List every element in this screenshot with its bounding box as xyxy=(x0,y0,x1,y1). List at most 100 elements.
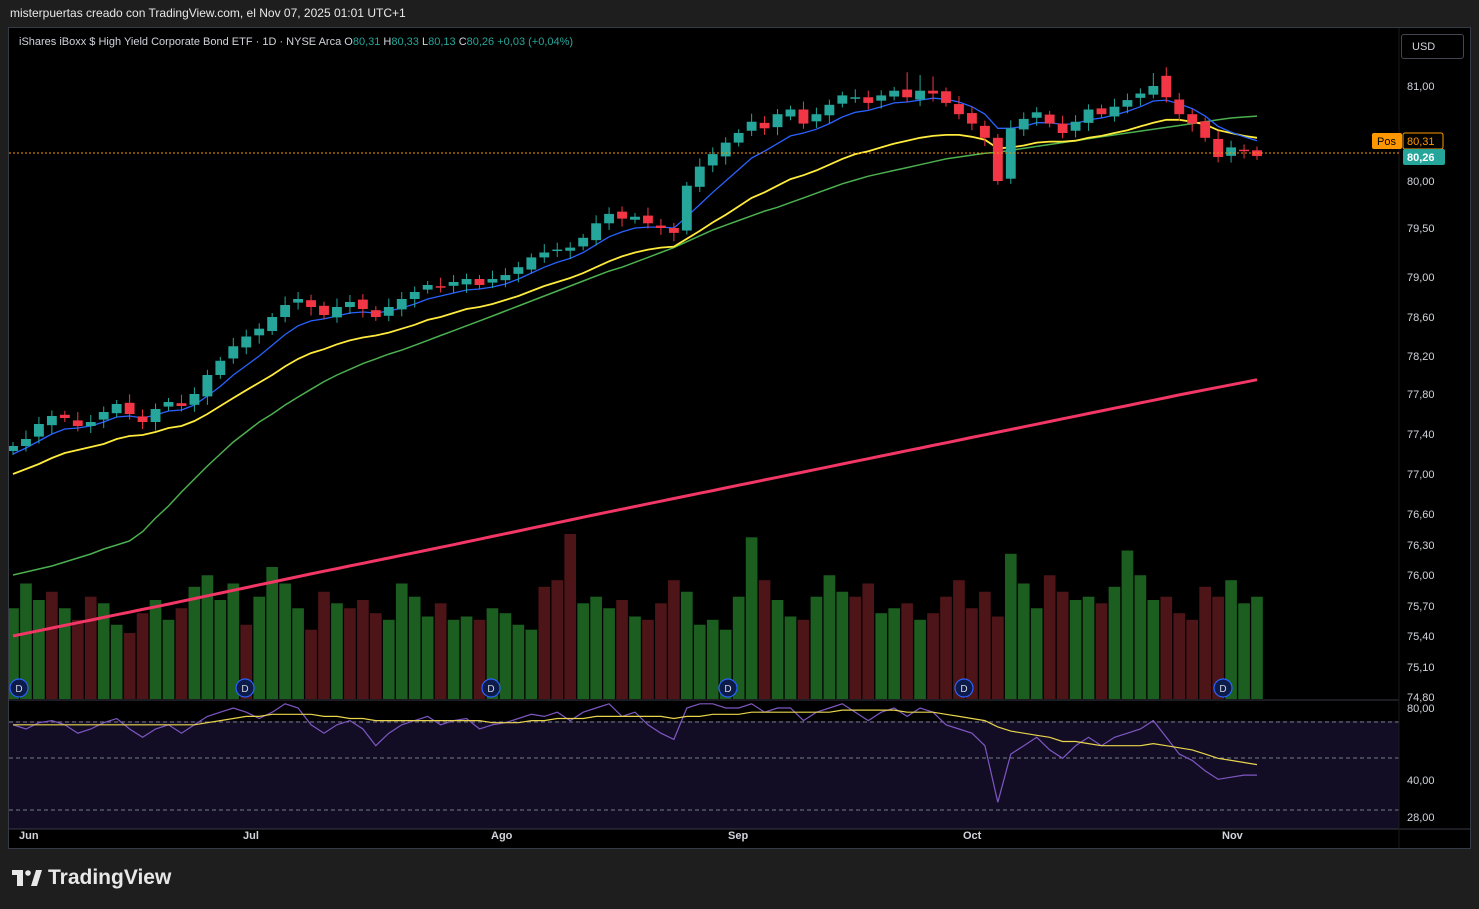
candle-body xyxy=(1226,147,1237,156)
volume-bar xyxy=(836,591,849,699)
volume-bar xyxy=(110,624,123,699)
candle-body xyxy=(785,109,796,117)
candle-body xyxy=(409,292,420,299)
volume-bar xyxy=(1004,553,1017,699)
volume-bar xyxy=(771,600,784,699)
volume-bar xyxy=(784,616,797,699)
candle-body xyxy=(33,424,44,437)
candle-body xyxy=(319,305,329,315)
volume-bar xyxy=(823,575,836,699)
candle-body xyxy=(306,300,316,307)
candle-body xyxy=(267,317,278,332)
currency-button[interactable]: USD xyxy=(1401,34,1464,59)
volume-bar xyxy=(693,624,706,699)
chart-panel[interactable]: D D D D D D 81,00 80,00 79,50 79,00 78,60 78,20 77,… xyxy=(8,27,1471,849)
time-tick-label: Oct xyxy=(963,830,982,842)
volume-bar xyxy=(421,616,434,699)
candle-body xyxy=(357,299,368,309)
candle-body xyxy=(863,97,874,103)
candle-body xyxy=(474,279,485,285)
price-tick-label: 80,00 xyxy=(1407,176,1435,188)
candle-body xyxy=(1200,121,1211,138)
candle-body xyxy=(552,249,563,252)
symbol-title: iShares iBoxx $ High Yield Corporate Bon… xyxy=(19,36,342,48)
rsi-tick-label: 40,00 xyxy=(1407,775,1435,787)
time-tick-label: Nov xyxy=(1222,830,1244,842)
volume-bar xyxy=(512,624,525,699)
candle-body xyxy=(1161,75,1172,98)
candle-body xyxy=(215,360,226,375)
volume-bar xyxy=(1082,596,1095,699)
volume-bars xyxy=(9,534,1263,699)
candle-body xyxy=(565,247,576,251)
candle-body xyxy=(979,125,990,138)
candle-body xyxy=(1057,123,1068,133)
volume-bar xyxy=(1030,608,1043,699)
candle-body xyxy=(1031,112,1042,118)
volume-bar xyxy=(20,583,32,699)
volume-bar xyxy=(538,586,551,699)
candle-body xyxy=(370,310,381,317)
volume-bar xyxy=(1186,619,1199,699)
candles xyxy=(9,67,1262,455)
candle-body xyxy=(824,104,835,116)
rsi-tick-label: 80,00 xyxy=(1407,703,1435,715)
candle-body xyxy=(1213,138,1224,157)
rsi-ma-line xyxy=(13,709,1258,766)
candle-body xyxy=(1109,106,1120,117)
candle-body xyxy=(720,142,731,157)
volume-bar xyxy=(499,613,512,699)
price-tick-label: 78,60 xyxy=(1407,312,1435,324)
volume-bar xyxy=(253,596,266,699)
candle-body xyxy=(46,416,57,426)
symbol-legend[interactable]: iShares iBoxx $ High Yield Corporate Bon… xyxy=(19,36,573,48)
volume-bar xyxy=(136,613,149,699)
volume-bar xyxy=(745,537,758,699)
volume-bar xyxy=(162,619,175,699)
dividend-marker-label: D xyxy=(724,684,731,695)
candle-body xyxy=(9,446,18,451)
last-price-box xyxy=(1403,149,1445,165)
volume-bar xyxy=(1238,603,1250,699)
pos-label-box xyxy=(1372,133,1402,149)
candle-body xyxy=(254,328,265,336)
candle-body xyxy=(332,307,342,318)
candle-body xyxy=(1044,114,1055,124)
volume-bar xyxy=(603,608,615,699)
candle-body xyxy=(435,286,446,288)
candle-body xyxy=(617,211,627,219)
volume-bar xyxy=(849,596,862,699)
sma-50-line xyxy=(12,115,1258,576)
candle-body xyxy=(1135,93,1146,98)
volume-bar xyxy=(719,629,732,699)
volume-bar xyxy=(175,608,188,699)
volume-bar xyxy=(1134,575,1147,699)
volume-bar xyxy=(616,600,628,699)
price-tick-label: 75,10 xyxy=(1407,662,1435,674)
candle-body xyxy=(98,412,109,420)
candle-body xyxy=(655,225,666,228)
candle-body xyxy=(176,403,187,406)
volume-bar xyxy=(564,534,577,699)
volume-bar xyxy=(240,624,253,699)
volume-bar xyxy=(84,596,97,699)
volume-bar xyxy=(331,603,343,699)
volume-bar xyxy=(447,619,460,699)
chart-canvas[interactable]: D D D D D D 81,00 80,00 79,50 79,00 78,60 78,20 77,… xyxy=(9,28,1471,849)
volume-bar xyxy=(888,608,900,699)
candle-body xyxy=(448,282,459,286)
high-value: 80,33 xyxy=(391,36,419,48)
volume-bar xyxy=(1199,586,1211,699)
volume-bar xyxy=(758,580,771,699)
volume-bar xyxy=(318,591,330,699)
candle-body xyxy=(85,422,96,426)
volume-bar xyxy=(1017,583,1030,699)
tradingview-logo[interactable]: TradingView xyxy=(12,866,171,890)
candle-body xyxy=(668,228,679,233)
dividend-marker-label: D xyxy=(960,684,967,695)
volume-bar xyxy=(629,616,641,699)
dividend-marker-label: D xyxy=(15,684,22,695)
candle-body xyxy=(811,114,822,122)
tradingview-brand: TradingView xyxy=(48,866,172,889)
price-tick-label: 77,00 xyxy=(1407,469,1435,481)
